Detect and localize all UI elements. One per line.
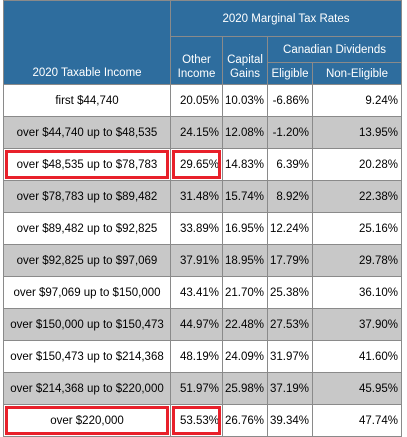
- capital-gains-rate-cell: 24.09%: [222, 340, 268, 373]
- capital-gains-rate-cell: 18.95%: [222, 244, 268, 277]
- capital-gains-rate-cell: 22.48%: [222, 308, 268, 341]
- other-income-rate-cell: 33.89%: [170, 212, 223, 245]
- table-row: over $92,825 up to $97,069 37.91% 18.95% 17…: [3, 244, 402, 277]
- capital-gains-rate-cell: 25.98%: [222, 372, 268, 405]
- capital-gains-header: Capital Gains: [222, 36, 268, 85]
- marginal-tax-rates-title-label: 2020 Marginal Tax Rates: [222, 12, 350, 25]
- non-eligible-dividend-rate-cell: 13.95%: [312, 116, 402, 149]
- table-row: over $78,783 up to $89,482 31.48% 15.74% 8.…: [3, 180, 402, 213]
- capital-gains-rate-cell: 10.03%: [222, 84, 268, 117]
- capital-gains-rate-cell: 16.95%: [222, 212, 268, 245]
- other-income-rate-cell: 48.19%: [170, 340, 223, 373]
- other-income-rate-cell: 29.65%: [170, 148, 223, 181]
- other-income-header-line2: Income: [177, 68, 216, 80]
- non-eligible-header: Non-Eligible: [312, 62, 402, 85]
- marginal-tax-rates-table: 2020 Taxable Income 2020 Marginal Tax Ra…: [3, 0, 402, 437]
- other-income-rate-cell: 53.53%: [170, 404, 223, 437]
- non-eligible-dividend-rate-cell: 45.95%: [312, 372, 402, 405]
- income-bracket-cell: over $214,368 up to $220,000: [3, 372, 171, 405]
- income-bracket-cell: over $150,000 up to $150,473: [3, 308, 171, 341]
- eligible-dividend-rate-cell: 39.34%: [267, 404, 313, 437]
- eligible-dividend-rate-cell: 12.24%: [267, 212, 313, 245]
- income-bracket-cell: over $220,000: [3, 404, 171, 437]
- non-eligible-dividend-rate-cell: 25.16%: [312, 212, 402, 245]
- table-row: over $214,368 up to $220,000 51.97% 25.98%…: [3, 372, 402, 405]
- eligible-dividend-rate-cell: 25.38%: [267, 276, 313, 309]
- taxable-income-header: 2020 Taxable Income: [3, 0, 171, 85]
- capital-gains-rate-cell: 12.08%: [222, 116, 268, 149]
- table-row: over $89,482 up to $92,825 33.89% 16.95% 12…: [3, 212, 402, 245]
- eligible-header: Eligible: [267, 62, 313, 85]
- eligible-dividend-rate-cell: 17.79%: [267, 244, 313, 277]
- taxable-income-header-label: 2020 Taxable Income: [32, 67, 142, 79]
- table-body: first $44,740 20.05% 10.03% -6.86% 9.24% over…: [3, 84, 402, 437]
- table-row: over $97,069 up to $150,000 43.41% 21.70% 2…: [3, 276, 402, 309]
- capital-gains-header-line2: Gains: [229, 68, 261, 80]
- other-income-rate-cell: 24.15%: [170, 116, 223, 149]
- eligible-dividend-rate-cell: 37.19%: [267, 372, 313, 405]
- other-income-rate-cell: 37.91%: [170, 244, 223, 277]
- income-bracket-cell: over $48,535 up to $78,783: [3, 148, 171, 181]
- eligible-dividend-rate-cell: -1.20%: [267, 116, 313, 149]
- table-row: over $150,473 up to $214,368 48.19% 24.09%…: [3, 340, 402, 373]
- other-income-header-line1: Other: [182, 54, 211, 66]
- non-eligible-dividend-rate-cell: 29.78%: [312, 244, 402, 277]
- income-bracket-cell: over $44,740 up to $48,535: [3, 116, 171, 149]
- income-bracket-cell: first $44,740: [3, 84, 171, 117]
- non-eligible-dividend-rate-cell: 36.10%: [312, 276, 402, 309]
- capital-gains-rate-cell: 15.74%: [222, 180, 268, 213]
- non-eligible-dividend-rate-cell: 9.24%: [312, 84, 402, 117]
- capital-gains-rate-cell: 26.76%: [222, 404, 268, 437]
- non-eligible-dividend-rate-cell: 37.90%: [312, 308, 402, 341]
- other-income-header: Other Income: [170, 36, 223, 85]
- eligible-dividend-rate-cell: 27.53%: [267, 308, 313, 341]
- income-bracket-cell: over $150,473 up to $214,368: [3, 340, 171, 373]
- income-bracket-cell: over $89,482 up to $92,825: [3, 212, 171, 245]
- eligible-dividend-rate-cell: 31.97%: [267, 340, 313, 373]
- table-header: 2020 Taxable Income 2020 Marginal Tax Ra…: [3, 0, 402, 85]
- income-bracket-cell: over $78,783 up to $89,482: [3, 180, 171, 213]
- non-eligible-header-label: Non-Eligible: [325, 67, 388, 80]
- table-row: over $220,000 53.53% 26.76% 39.34% 47.74%: [3, 404, 402, 437]
- other-income-rate-cell: 31.48%: [170, 180, 223, 213]
- capital-gains-rate-cell: 14.83%: [222, 148, 268, 181]
- highlight-box: [5, 150, 169, 179]
- highlight-box: [172, 406, 221, 435]
- capital-gains-rate-cell: 21.70%: [222, 276, 268, 309]
- non-eligible-dividend-rate-cell: 20.28%: [312, 148, 402, 181]
- non-eligible-dividend-rate-cell: 22.38%: [312, 180, 402, 213]
- capital-gains-header-line1: Capital: [227, 54, 263, 66]
- highlight-box: [172, 150, 221, 179]
- canadian-dividends-header-label: Canadian Dividends: [283, 43, 386, 56]
- highlight-box: [5, 406, 169, 435]
- eligible-header-label: Eligible: [271, 67, 309, 80]
- table-row: over $150,000 up to $150,473 44.97% 22.48%…: [3, 308, 402, 341]
- canadian-dividends-header: Canadian Dividends: [267, 36, 402, 63]
- eligible-dividend-rate-cell: 6.39%: [267, 148, 313, 181]
- non-eligible-dividend-rate-cell: 41.60%: [312, 340, 402, 373]
- other-income-rate-cell: 51.97%: [170, 372, 223, 405]
- income-bracket-cell: over $97,069 up to $150,000: [3, 276, 171, 309]
- other-income-rate-cell: 43.41%: [170, 276, 223, 309]
- eligible-dividend-rate-cell: -6.86%: [267, 84, 313, 117]
- marginal-tax-rates-title: 2020 Marginal Tax Rates: [170, 0, 402, 37]
- income-bracket-cell: over $92,825 up to $97,069: [3, 244, 171, 277]
- table-row: first $44,740 20.05% 10.03% -6.86% 9.24%: [3, 84, 402, 117]
- other-income-rate-cell: 44.97%: [170, 308, 223, 341]
- eligible-dividend-rate-cell: 8.92%: [267, 180, 313, 213]
- non-eligible-dividend-rate-cell: 47.74%: [312, 404, 402, 437]
- table-row: over $44,740 up to $48,535 24.15% 12.08% -1…: [3, 116, 402, 149]
- table-row: over $48,535 up to $78,783 29.65% 14.83% 6.…: [3, 148, 402, 181]
- other-income-rate-cell: 20.05%: [170, 84, 223, 117]
